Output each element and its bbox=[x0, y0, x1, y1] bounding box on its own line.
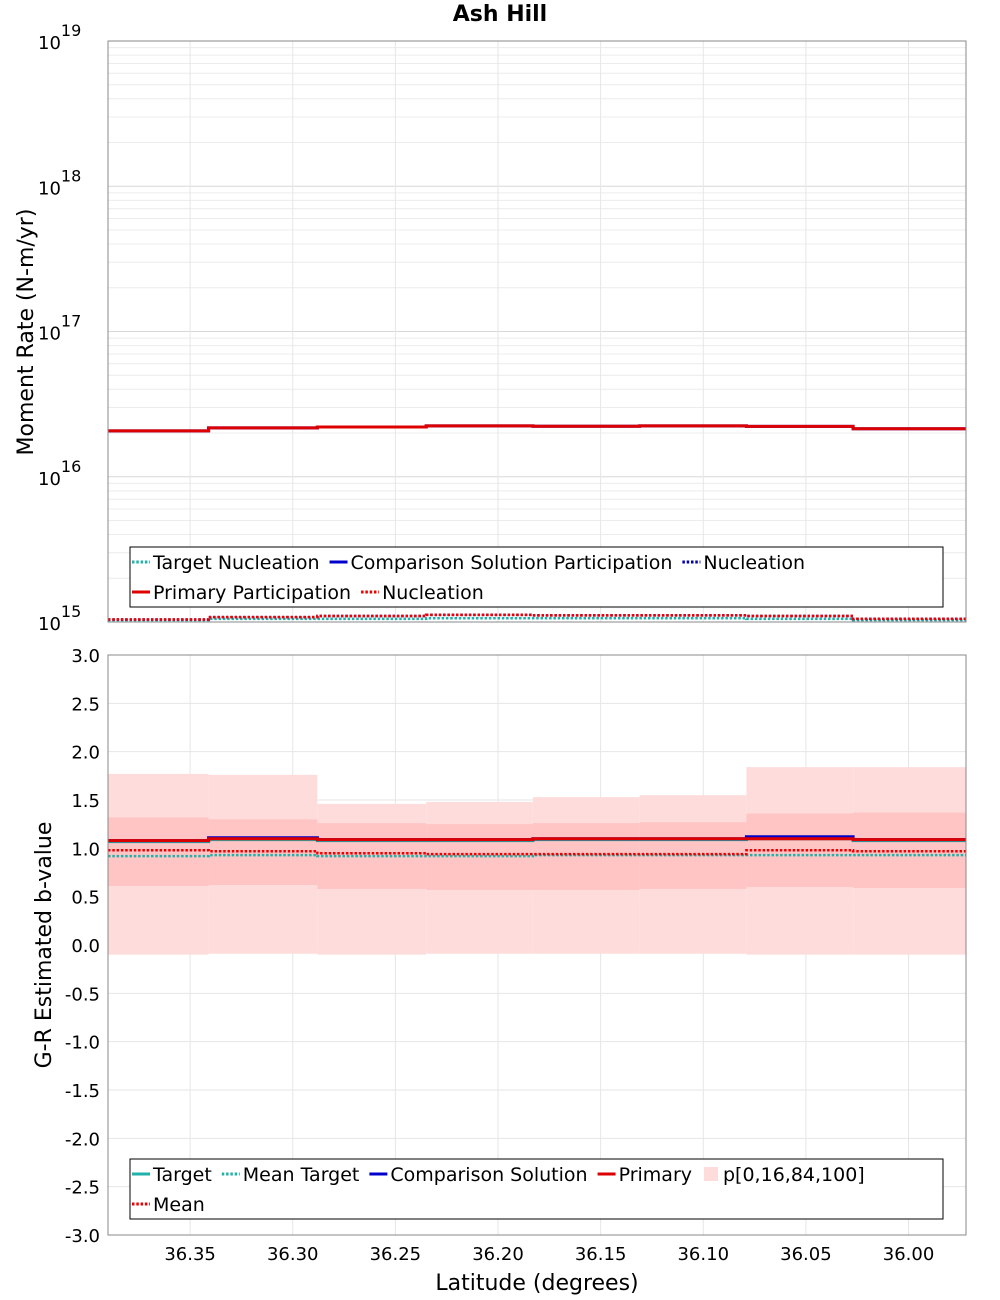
legend-label-nucleation: Nucleation bbox=[703, 552, 805, 574]
legend-label-p-0-16-84-100: p[0,16,84,100] bbox=[723, 1164, 865, 1186]
moment-rate-gridlines bbox=[108, 41, 966, 623]
x-tick-label: 36.30 bbox=[267, 1244, 319, 1265]
b-value-series bbox=[108, 835, 966, 858]
band-p16-p84 bbox=[532, 823, 640, 890]
b-value-y-ticks: -3.0 -2.5 -2.0 -1.5 -1.0 -0.5 0.0 0.5 1.0 1.5 2.0 2… bbox=[65, 646, 100, 1247]
x-tick-label: 36.05 bbox=[780, 1244, 832, 1265]
y-tick-label: 3.0 bbox=[71, 646, 100, 667]
moment-rate-panel: 1015 1016 1017 1018 1019 Moment Rate (N-m/yr… bbox=[14, 21, 967, 635]
legend-label-mean-target: Mean Target bbox=[243, 1164, 360, 1186]
latitude-x-axis-label: Latitude (degrees) bbox=[435, 1271, 638, 1296]
series-line-mean-target bbox=[108, 853, 966, 858]
b-value-legend-box bbox=[129, 1158, 944, 1220]
y-tick-label: 1018 bbox=[38, 166, 81, 199]
legend-label-target: Target bbox=[152, 1164, 212, 1186]
legend-label-mean: Mean bbox=[153, 1194, 205, 1216]
legend-label-comparison-solution: Comparison Solution bbox=[390, 1164, 587, 1186]
legend-label-target-nucleation: Target Nucleation bbox=[152, 552, 320, 574]
y-tick-label: -2.0 bbox=[65, 1129, 100, 1150]
y-tick-label: -1.5 bbox=[65, 1081, 100, 1102]
y-tick-label: -1.0 bbox=[65, 1033, 100, 1054]
band-p16-p84 bbox=[108, 817, 209, 887]
moment-rate-legend: Target Nucleation Comparison Solution Par… bbox=[129, 546, 944, 608]
band-p16-p84 bbox=[317, 823, 427, 889]
series-line-nucleation bbox=[108, 613, 966, 621]
y-tick-label: -0.5 bbox=[65, 984, 100, 1005]
y-tick-label: 0.5 bbox=[71, 888, 100, 909]
moment-rate-series bbox=[108, 424, 966, 622]
y-tick-label: 2.0 bbox=[71, 743, 100, 764]
y-tick-label: -3.0 bbox=[65, 1226, 100, 1247]
y-tick-label: 1019 bbox=[38, 21, 81, 54]
legend-label-comparison-solution-participation: Comparison Solution Participation bbox=[351, 552, 673, 574]
x-tick-label: 36.10 bbox=[677, 1244, 729, 1265]
x-tick-label: 36.35 bbox=[164, 1244, 216, 1265]
legend-label-primary: Primary bbox=[619, 1164, 692, 1186]
legend-label-primary-participation: Primary Participation bbox=[153, 582, 351, 604]
b-value-y-axis-label: G-R Estimated b-value bbox=[32, 822, 57, 1069]
moment-rate-y-ticks: 1015 1016 1017 1018 1019 bbox=[38, 21, 81, 635]
x-tick-label: 36.15 bbox=[575, 1244, 627, 1265]
b-value-panel: -3.0 -2.5 -2.0 -1.5 -1.0 -0.5 0.0 0.5 1.0 1.5 2.0 2… bbox=[32, 646, 967, 1296]
chart-title: Ash Hill bbox=[452, 2, 548, 27]
series-line-mean bbox=[108, 849, 966, 856]
moment-rate-legend-box bbox=[129, 546, 944, 608]
y-tick-label: 1017 bbox=[38, 312, 81, 345]
moment-rate-plot-frame bbox=[107, 40, 967, 623]
y-tick-label: 1.0 bbox=[71, 839, 100, 860]
series-line-primary bbox=[108, 837, 966, 843]
legend-label-nucleation: Nucleation bbox=[382, 582, 484, 604]
x-tick-label: 36.25 bbox=[370, 1244, 422, 1265]
x-tick-label: 36.00 bbox=[883, 1244, 935, 1265]
y-tick-label: 1015 bbox=[38, 602, 81, 635]
b-value-plot-frame bbox=[107, 654, 967, 1236]
y-tick-label: 0.0 bbox=[71, 936, 100, 957]
legend-swatch-bands bbox=[704, 1167, 718, 1181]
latitude-x-ticks: 36.35 36.30 36.25 36.20 36.15 36.10 36.05 36.00 bbox=[164, 1244, 934, 1265]
y-tick-label: -2.5 bbox=[65, 1178, 100, 1199]
series-line-primary-participation bbox=[108, 424, 966, 433]
moment-rate-y-axis-label: Moment Rate (N-m/yr) bbox=[14, 209, 39, 456]
y-tick-label: 1016 bbox=[38, 457, 81, 490]
y-tick-label: 1.5 bbox=[71, 791, 100, 812]
x-tick-label: 36.20 bbox=[472, 1244, 524, 1265]
b-value-legend: Target Mean Target Comparison Solution Prim… bbox=[129, 1158, 944, 1220]
y-tick-label: 2.5 bbox=[71, 694, 100, 715]
